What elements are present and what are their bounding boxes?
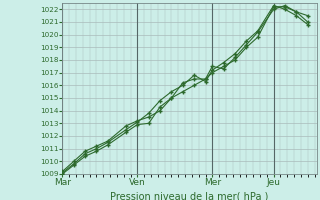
X-axis label: Pression niveau de la mer( hPa ): Pression niveau de la mer( hPa ) — [110, 191, 269, 200]
